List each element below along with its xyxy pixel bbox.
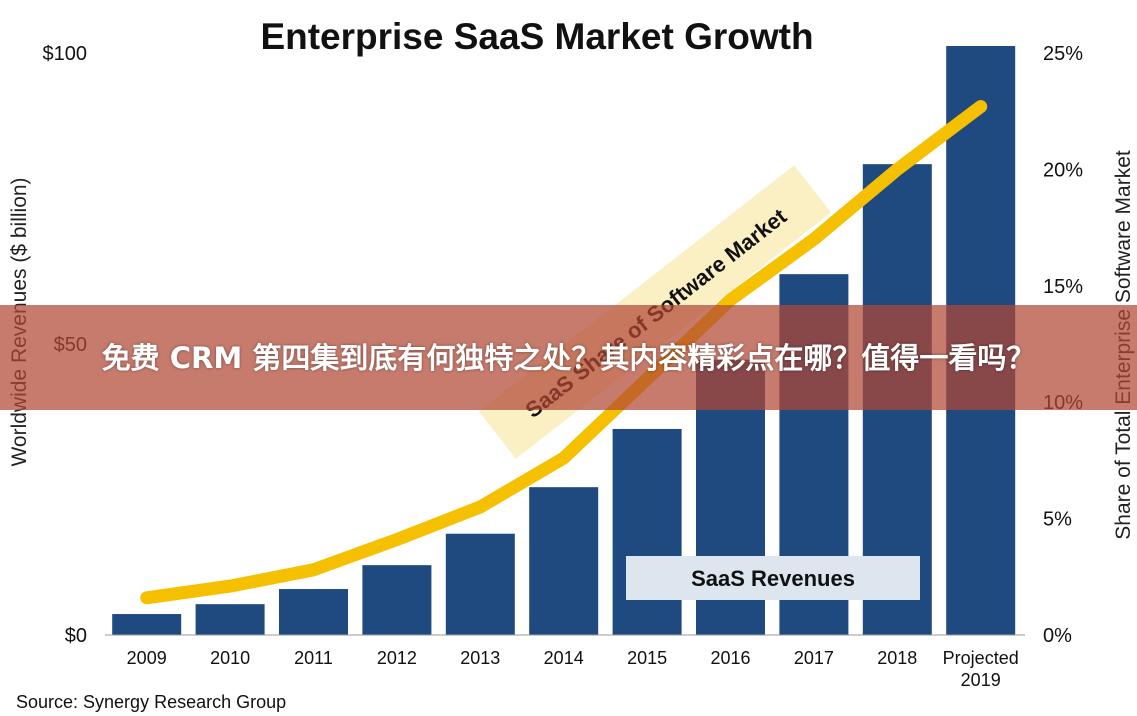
bar-2013 [445, 533, 515, 635]
banner-text: 免费 CRM 第四集到底有何独特之处？其内容精彩点在哪？值得一看吗？ [101, 340, 1036, 375]
overlay-banner: 免费 CRM 第四集到底有何独特之处？其内容精彩点在哪？值得一看吗？ [0, 305, 1137, 410]
bar-2015 [612, 428, 682, 635]
bar-2011 [279, 589, 348, 635]
y-tick-label: $100 [43, 43, 88, 65]
x-tick-label: 2012 [377, 648, 417, 668]
x-tick-label: 2013 [460, 648, 500, 668]
x-tick-label: 2014 [544, 648, 584, 668]
y2-tick-label: 15% [1043, 276, 1083, 298]
y2-tick-label: 0% [1043, 625, 1072, 647]
x-tick-label: 2010 [210, 648, 250, 668]
bar-2009 [112, 614, 182, 635]
chart-title: Enterprise SaaS Market Growth [260, 16, 813, 57]
x-tick-label: 2009 [127, 648, 167, 668]
x-tick-label: 2015 [627, 648, 667, 668]
bar-2014 [529, 487, 599, 635]
legend-box [626, 556, 920, 600]
source-note: Source: Synergy Research Group [16, 692, 286, 712]
bar-2012 [362, 565, 432, 635]
x-tick-label: 2016 [710, 648, 750, 668]
bar-2010 [195, 604, 265, 635]
x-tick-label: 2011 [294, 648, 333, 668]
y2-tick-label: 25% [1043, 43, 1083, 65]
y-tick-label: $0 [65, 625, 87, 647]
x-tick-label: 2018 [877, 648, 917, 668]
y2-tick-label: 20% [1043, 159, 1083, 181]
x-tick-label: Projected 2019 [943, 648, 1019, 690]
share-line [140, 100, 988, 605]
legend: SaaS Revenues [626, 556, 920, 600]
y2-tick-label: 5% [1043, 509, 1072, 531]
legend-label: SaaS Revenues [691, 566, 855, 591]
x-tick-label: 2017 [794, 648, 834, 668]
